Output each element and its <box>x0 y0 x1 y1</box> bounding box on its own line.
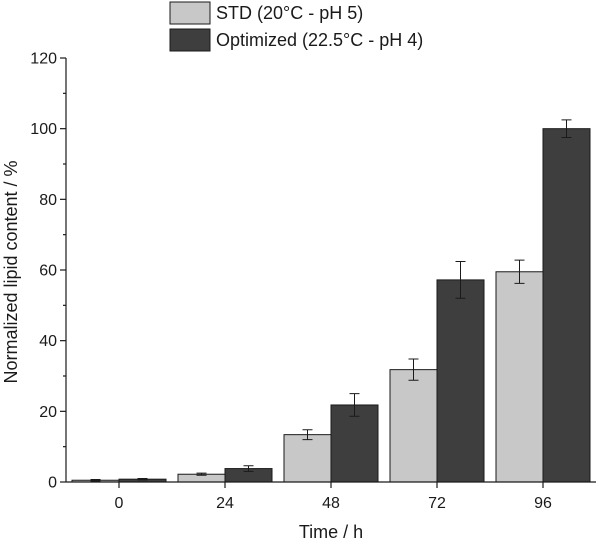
y-tick-label-40: 40 <box>39 333 57 350</box>
error-bar-optimized-96 <box>561 119 572 138</box>
y-axis-title: Normalized lipid content / % <box>1 160 21 383</box>
bar-std-48 <box>283 434 332 483</box>
legend: STD (20°C - pH 5) Optimized (22.5°C - pH … <box>169 1 423 52</box>
error-bar-std-48 <box>302 429 313 441</box>
bar-std-72 <box>389 369 438 483</box>
bars <box>71 128 591 483</box>
error-bar-std-96 <box>514 259 525 284</box>
error-bar-optimized-0 <box>137 477 148 481</box>
error-bar-optimized-72 <box>455 261 466 299</box>
bar-optimized-72 <box>436 279 485 483</box>
legend-swatch-optimized <box>169 28 211 52</box>
y-tick-label-100: 100 <box>30 121 57 138</box>
error-bar-std-24 <box>196 472 207 476</box>
x-tick-label-96: 96 <box>534 495 552 512</box>
error-bars <box>90 119 572 482</box>
y-tick-label-80: 80 <box>39 192 57 209</box>
bar-std-96 <box>495 271 544 483</box>
error-bar-std-72 <box>408 358 419 381</box>
x-axis-title: Time / h <box>299 522 363 542</box>
x-tick-label-0: 0 <box>115 495 124 512</box>
y-tick-label-120: 120 <box>30 51 57 68</box>
x-tick-label-48: 48 <box>322 495 340 512</box>
legend-label-optimized: Optimized (22.5°C - pH 4) <box>216 30 423 50</box>
y-tick-label-60: 60 <box>39 263 57 280</box>
error-bar-optimized-24 <box>243 465 254 472</box>
axes: 0 24 48 72 96 0 20 40 60 80 100 120 <box>30 51 596 512</box>
legend-swatch-std <box>169 1 211 25</box>
y-tick-label-0: 0 <box>48 475 57 492</box>
legend-label-std: STD (20°C - pH 5) <box>216 3 363 23</box>
bar-optimized-48 <box>330 404 379 483</box>
error-bar-optimized-48 <box>349 393 360 417</box>
x-tick-label-72: 72 <box>428 495 446 512</box>
error-bar-std-0 <box>90 479 101 482</box>
x-tick-label-24: 24 <box>216 495 234 512</box>
y-tick-label-20: 20 <box>39 404 57 421</box>
bar-optimized-96 <box>542 128 591 483</box>
